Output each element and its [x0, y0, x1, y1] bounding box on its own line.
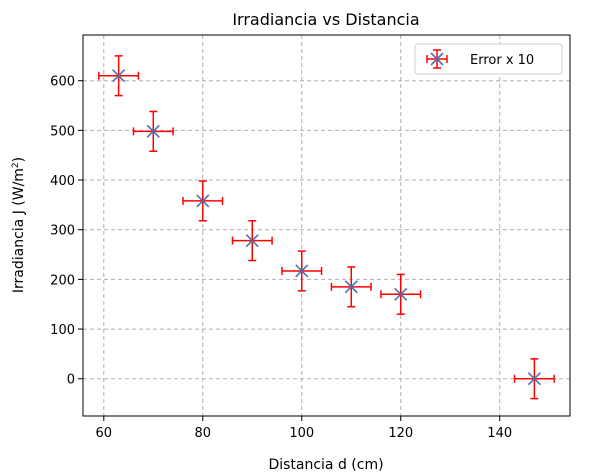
- legend-swatch: [426, 49, 448, 69]
- legend-label: Error x 10: [470, 53, 534, 68]
- y-tick-label: 100: [50, 323, 75, 338]
- data-point: [98, 55, 140, 97]
- data-point: [380, 273, 422, 315]
- data-point: [231, 220, 273, 262]
- plot-frame: [82, 34, 571, 417]
- x-tick-label: 140: [487, 426, 512, 441]
- legend: Error x 10: [414, 43, 563, 75]
- legend-box: [414, 43, 563, 75]
- data-point: [132, 110, 174, 152]
- y-tick-label: 400: [50, 174, 75, 189]
- marker-x: [196, 194, 210, 208]
- data-point: [513, 358, 555, 400]
- y-tick-label: 0: [67, 373, 75, 388]
- axis-ticks: 60 80 100 120 140 0 100 200 300 400 500 600: [50, 75, 512, 441]
- x-tick-label: 80: [194, 426, 211, 441]
- data-point: [182, 180, 224, 222]
- marker-x: [295, 264, 309, 278]
- marker-x: [112, 69, 126, 83]
- marker-x: [394, 287, 408, 301]
- y-tick-label: 200: [50, 273, 75, 288]
- marker-x: [146, 124, 160, 138]
- x-tick-label: 120: [388, 426, 413, 441]
- y-axis-label: Irradiancia J (W/m2): [11, 157, 27, 293]
- x-tick-label: 60: [96, 426, 113, 441]
- x-axis-label: Distancia d (cm): [268, 457, 383, 473]
- y-tick-label: 600: [50, 75, 75, 90]
- marker-x: [344, 280, 358, 294]
- y-axis-label-superscript: 2: [11, 162, 21, 168]
- data-points: [98, 55, 555, 400]
- y-tick-label: 300: [50, 224, 75, 239]
- data-point: [426, 49, 448, 69]
- y-tick-label: 500: [50, 124, 75, 139]
- marker-x: [430, 52, 444, 66]
- grid-lines: [83, 35, 570, 416]
- data-point: [330, 266, 372, 308]
- chart-title: Irradiancia vs Distancia: [232, 10, 419, 29]
- y-axis-label-main: Irradiancia J (W/m: [11, 168, 27, 293]
- marker-x: [527, 372, 541, 386]
- data-point: [281, 250, 323, 292]
- y-axis-label-end: ): [11, 157, 27, 162]
- x-tick-label: 100: [289, 426, 314, 441]
- marker-x: [245, 234, 259, 248]
